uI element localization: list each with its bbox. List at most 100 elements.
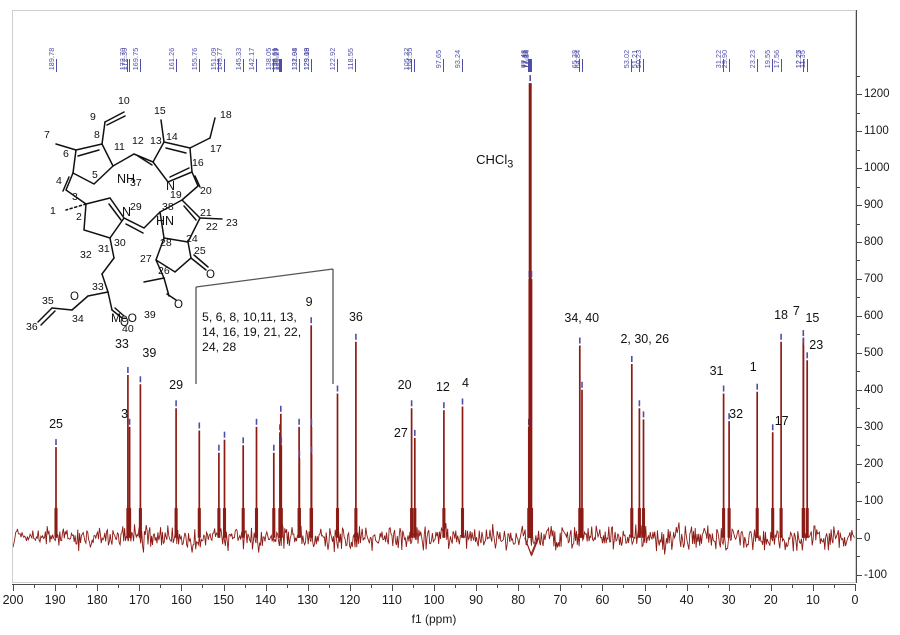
assignment-label: 18 bbox=[774, 307, 789, 322]
y-axis-tick-label: 1000 bbox=[864, 162, 890, 175]
y-axis-minor-tick bbox=[856, 223, 860, 225]
peak-ppm-label: 136.27 bbox=[271, 47, 281, 71]
assignment-label: 25 bbox=[49, 417, 63, 432]
assignment-label: 17 bbox=[774, 414, 789, 429]
peak-leader-line bbox=[756, 59, 758, 72]
peak-annotation-list: 189.78 172.70 172.30 169.75 161.26 155.76 151.… bbox=[12, 10, 856, 72]
structure-label-O-methylester: O bbox=[174, 299, 183, 311]
x-axis-tick-label: 10 bbox=[805, 593, 820, 607]
assignment-label: 27 bbox=[393, 425, 408, 440]
plot-frame bbox=[12, 10, 856, 583]
peak-ppm-label: 76.84 bbox=[522, 49, 531, 69]
peak-leader-line bbox=[280, 59, 282, 72]
peak-leader-line bbox=[279, 59, 281, 72]
peak-leader-line bbox=[806, 59, 808, 72]
peak-annotation: 12.25 bbox=[794, 10, 804, 72]
peak-ppm-label: 129.09 bbox=[302, 47, 312, 71]
assignment-label: 1 bbox=[749, 359, 757, 374]
x-axis-tick bbox=[139, 584, 141, 591]
structure-number-38: 38 bbox=[162, 201, 174, 213]
peak-leader-line bbox=[528, 59, 530, 72]
x-axis-title: f1 (ppm) bbox=[411, 612, 457, 626]
x-axis-minor-tick bbox=[539, 584, 541, 588]
y-axis-tick bbox=[856, 426, 862, 428]
x-axis-tick bbox=[812, 584, 814, 591]
structure-number-36: 36 bbox=[26, 321, 38, 333]
y-axis-tick bbox=[856, 574, 862, 576]
x-axis-minor-tick bbox=[455, 584, 457, 588]
structure-number-34: 34 bbox=[72, 313, 84, 325]
x-axis-tick-label: 100 bbox=[423, 593, 445, 607]
x-axis-tick bbox=[560, 584, 562, 591]
structure-number-11: 11 bbox=[114, 141, 125, 153]
peak-annotation: 151.09 bbox=[209, 10, 220, 72]
peak-ppm-label: 169.75 bbox=[130, 47, 140, 71]
structure-number-35: 35 bbox=[42, 295, 54, 307]
x-axis-minor-tick bbox=[244, 584, 246, 588]
structure-number-32: 32 bbox=[80, 249, 92, 261]
y-axis-tick bbox=[856, 463, 862, 465]
y-axis-tick bbox=[856, 205, 862, 207]
peak-leader-line bbox=[802, 59, 804, 72]
x-axis-tick bbox=[223, 584, 225, 591]
y-axis-minor-tick bbox=[856, 186, 860, 188]
y-axis-tick-label: 300 bbox=[864, 420, 884, 433]
peak-annotation: 118.55 bbox=[346, 10, 357, 72]
structure-number-37: 37 bbox=[130, 177, 142, 189]
x-axis-minor-tick bbox=[286, 584, 288, 588]
y-axis-tick-label: 500 bbox=[864, 346, 884, 359]
x-axis-minor-tick bbox=[791, 584, 793, 588]
x-axis: 200 190 180 170 160 150 140 130 120 110 100 90 80 70 6… bbox=[3, 584, 858, 608]
peak-ppm-label: 93.24 bbox=[452, 49, 462, 69]
peak-ppm-label: 104.55 bbox=[405, 47, 415, 71]
x-axis-tick-label: 60 bbox=[595, 593, 610, 607]
y-axis-tick-label: 700 bbox=[864, 272, 884, 285]
structure-number-31: 31 bbox=[98, 243, 110, 255]
x-axis-tick bbox=[307, 584, 309, 591]
structure-label-O-allyl: O bbox=[70, 291, 79, 303]
peak-annotation: 19.55 bbox=[763, 10, 774, 72]
x-axis-minor-tick bbox=[370, 584, 372, 588]
y-axis-minor-tick bbox=[856, 260, 860, 262]
structure-number-1: 1 bbox=[50, 205, 56, 217]
x-axis-tick bbox=[181, 584, 183, 591]
peak-annotation: 136.61 bbox=[270, 10, 281, 72]
y-axis-tick bbox=[856, 242, 862, 243]
x-axis-minor-tick bbox=[581, 584, 583, 588]
assignment-label: 23 bbox=[809, 338, 824, 353]
structure-number-33: 33 bbox=[92, 281, 104, 293]
peak-leader-line bbox=[355, 59, 357, 72]
peak-ppm-label: 149.77 bbox=[214, 47, 224, 71]
structure-number-25: 25 bbox=[194, 245, 206, 257]
peak-leader-line bbox=[531, 59, 532, 72]
y-axis-tick-label: 400 bbox=[864, 383, 884, 396]
peak-leader-line bbox=[414, 59, 416, 72]
peak-ppm-label: 122.92 bbox=[328, 47, 337, 71]
group-line-2: 14, 16, 19, 21, 22, bbox=[202, 325, 302, 339]
peak-ppm-label: 189.78 bbox=[46, 47, 56, 71]
group-line-1: 5, 6, 8, 10,11, 13, bbox=[202, 310, 297, 324]
group-bracket bbox=[194, 265, 344, 390]
assignment-label: 39 bbox=[142, 346, 157, 361]
assignment-label: 32 bbox=[729, 407, 744, 422]
y-axis-minor-tick bbox=[856, 408, 860, 410]
structure-number-30: 30 bbox=[114, 237, 126, 249]
structure-number-40: 40 bbox=[122, 323, 134, 335]
structure-number-10: 10 bbox=[118, 95, 130, 107]
y-axis-tick-label: 1200 bbox=[864, 88, 890, 101]
peak-leader-line bbox=[129, 59, 131, 72]
peak-leader-line bbox=[772, 59, 774, 72]
structure-number-20: 20 bbox=[200, 185, 212, 197]
peak-leader-line bbox=[198, 59, 200, 72]
y-axis-minor-tick bbox=[856, 482, 860, 484]
peak-annotation: 65.38 bbox=[570, 10, 581, 72]
x-axis-tick-label: 20 bbox=[763, 593, 778, 607]
x-axis-minor-tick bbox=[118, 584, 120, 588]
group-line-3: 24, 28 bbox=[202, 340, 237, 354]
y-axis-tick-label: 1100 bbox=[864, 125, 889, 138]
structure-number-9: 9 bbox=[90, 111, 96, 123]
solvent-label-subscript: 3 bbox=[507, 158, 514, 171]
y-axis: -100 0 100 200 300 400 500 600 700 800 900 1000 1100… bbox=[856, 10, 900, 583]
y-axis-minor-tick bbox=[856, 519, 860, 521]
x-axis-minor-tick bbox=[328, 584, 330, 588]
